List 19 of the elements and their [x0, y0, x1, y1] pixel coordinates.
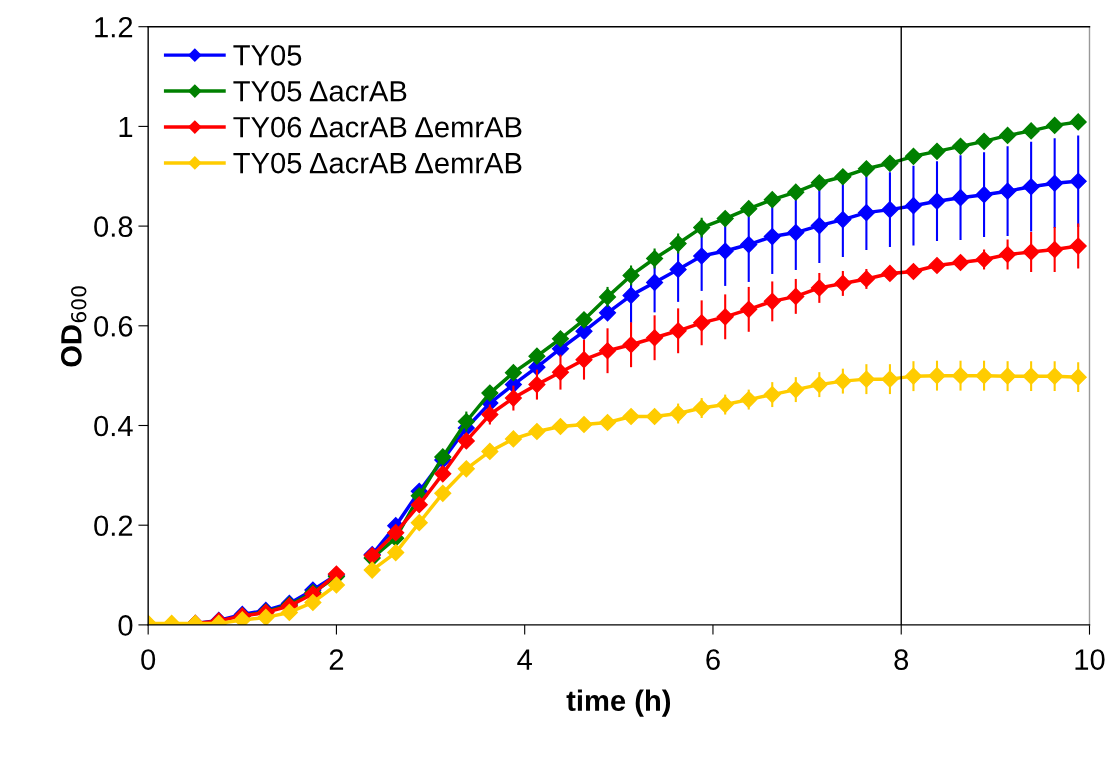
y-tick-label: 1.2: [95, 16, 133, 38]
x-tick-label: 8: [894, 649, 909, 670]
x-tick-label: 4: [517, 649, 532, 670]
legend-label: TY05 ΔacrAB ΔemrAB: [233, 152, 522, 174]
legend-label: TY05: [233, 44, 302, 66]
y-axis-title: OD$_{600}$: [61, 286, 87, 367]
x-tick-label: 6: [706, 649, 720, 670]
x-tick-label: 10: [1075, 649, 1105, 670]
y-tick-label: 1: [119, 116, 133, 137]
y-tick-label: 0.4: [94, 415, 133, 437]
legend-label: TY06 ΔacrAB ΔemrAB: [233, 116, 522, 138]
y-tick-label: 0: [118, 615, 133, 636]
y-tick-label: 0.8: [94, 216, 133, 237]
legend-label: TY05 ΔacrAB: [233, 80, 407, 102]
x-axis-title: time (h): [566, 689, 671, 717]
y-tick-label: 0.6: [94, 316, 133, 337]
y-tick-label: 0.2: [94, 515, 133, 537]
x-tick-label: 2: [329, 649, 344, 670]
x-tick-label: 0: [141, 649, 156, 670]
